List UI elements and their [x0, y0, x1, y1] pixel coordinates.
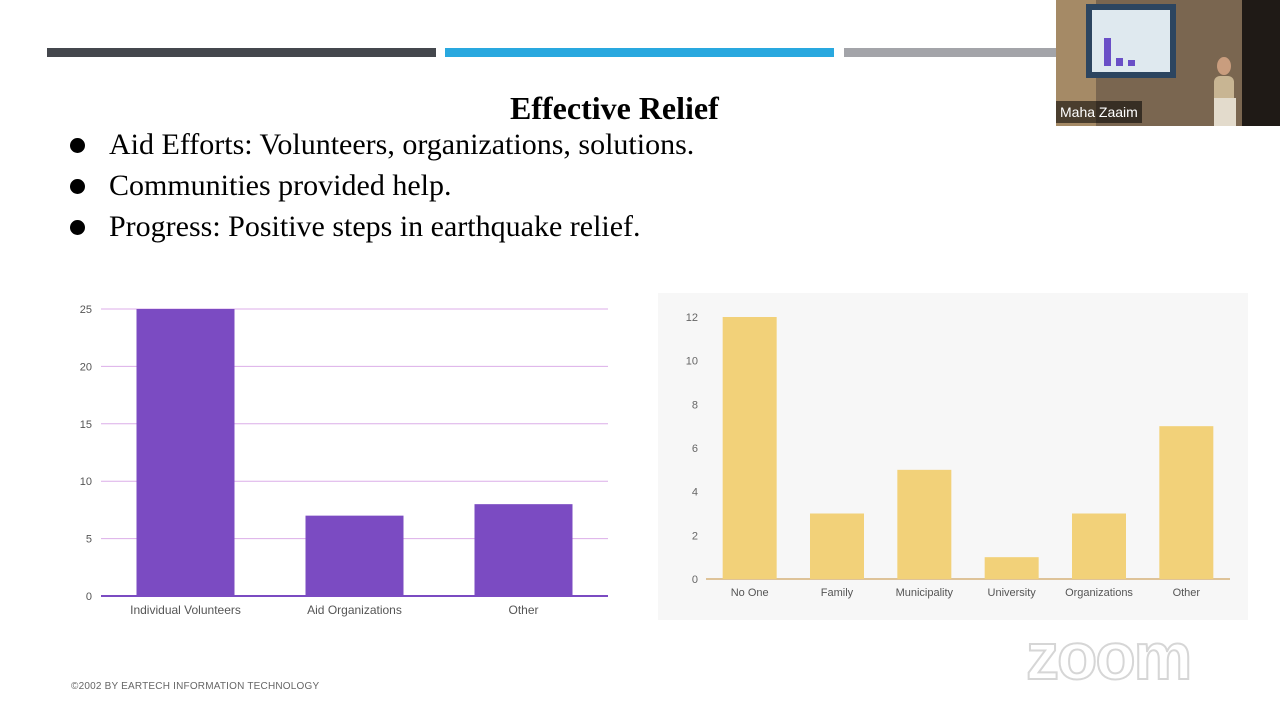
- y-tick-label: 5: [86, 534, 92, 546]
- help-from-chart: 0 2 4 6 8 10 12 No One Family Municipality Univers…: [658, 293, 1248, 620]
- bar: [722, 317, 777, 579]
- y-tick-label: 25: [80, 304, 92, 316]
- x-tick-label: Family: [821, 587, 854, 599]
- zoom-watermark-logo: zoom: [1025, 618, 1193, 694]
- y-tick-label: 4: [692, 487, 698, 499]
- bullet-item: Aid Efforts: Volunteers, organizations, …: [68, 124, 694, 165]
- y-tick-label: 2: [692, 530, 698, 542]
- y-tick-label: 15: [80, 419, 92, 431]
- x-tick-label: No One: [731, 587, 769, 599]
- projected-bar: [1116, 58, 1123, 66]
- x-tick-label: Other: [508, 603, 538, 617]
- room-doorway: [1242, 0, 1280, 126]
- bar: [136, 309, 235, 596]
- projected-bar: [1104, 38, 1111, 66]
- bullet-dot-icon: [70, 179, 85, 194]
- bullet-text: Aid Efforts: Volunteers, organizations, …: [109, 128, 695, 161]
- copyright-footer: ©2002 BY EARTECH INFORMATION TECHNOLOGY: [71, 681, 320, 692]
- bullet-list: Aid Efforts: Volunteers, organizations, …: [68, 124, 694, 247]
- x-tick-label: Organizations: [1065, 587, 1133, 599]
- header-bar-dark: [47, 48, 436, 57]
- y-tick-label: 6: [692, 443, 698, 455]
- y-tick-label: 10: [686, 356, 698, 368]
- bullet-text: Progress: Positive steps in earthquake r…: [109, 210, 641, 243]
- x-tick-label: University: [988, 587, 1037, 599]
- y-tick-label: 20: [80, 361, 92, 373]
- webcam-video-tile[interactable]: Maha Zaaim: [1056, 0, 1280, 126]
- bar: [810, 513, 864, 579]
- bar: [1159, 426, 1214, 579]
- bullet-dot-icon: [70, 138, 85, 153]
- y-tick-label: 0: [692, 574, 698, 586]
- header-bar-gray: [844, 48, 1064, 57]
- y-tick-label: 12: [686, 312, 698, 324]
- bullet-dot-icon: [70, 220, 85, 235]
- projected-bar: [1128, 60, 1135, 66]
- bullet-item: Communities provided help.: [68, 165, 694, 206]
- bullet-item: Progress: Positive steps in earthquake r…: [68, 206, 694, 247]
- bar: [305, 515, 404, 596]
- x-tick-label: Other: [1173, 587, 1201, 599]
- y-tick-label: 8: [692, 399, 698, 411]
- x-tick-label: Individual Volunteers: [130, 603, 241, 617]
- header-bar-blue: [445, 48, 834, 57]
- bar: [1072, 513, 1126, 579]
- y-tick-label: 0: [86, 591, 92, 603]
- presenter-head: [1217, 57, 1231, 75]
- x-tick-label: Aid Organizations: [307, 603, 402, 617]
- y-tick-label: 10: [80, 476, 92, 488]
- slide-title: Effective Relief: [510, 90, 719, 126]
- participant-name-label: Maha Zaaim: [1056, 101, 1142, 123]
- lectern: [1214, 98, 1236, 126]
- bullet-text: Communities provided help.: [109, 169, 452, 202]
- help-source-chart: 0 5 10 15 20 25 Individual Volunteers Aid Organ…: [80, 304, 608, 617]
- x-tick-label: Municipality: [896, 587, 954, 599]
- bar: [474, 504, 573, 596]
- bar: [897, 469, 952, 579]
- bar: [984, 557, 1039, 579]
